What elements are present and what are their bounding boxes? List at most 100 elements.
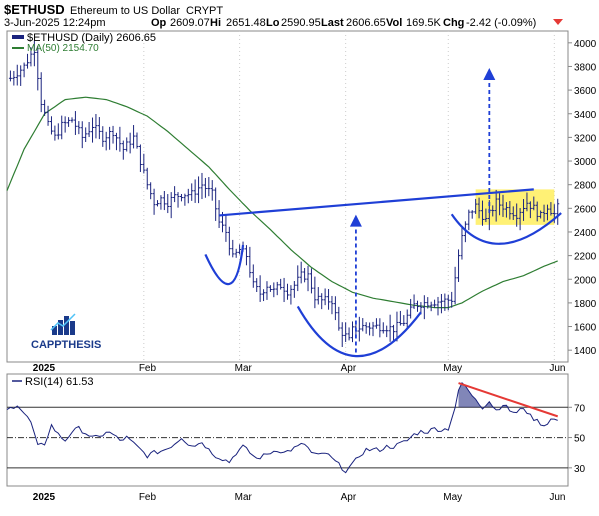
- price-bar: [173, 186, 177, 203]
- date-tick-label: 2025: [33, 492, 56, 503]
- price-bar: [508, 201, 512, 220]
- price-bar: [210, 180, 214, 201]
- price-bar: [504, 202, 508, 218]
- price-bar: [186, 188, 190, 204]
- price-bar: [132, 125, 136, 149]
- breakout-zone-highlight: [475, 189, 555, 225]
- price-bar: [87, 122, 91, 138]
- head-arc: [296, 305, 422, 358]
- price-bar: [429, 301, 433, 312]
- price-bar: [340, 322, 344, 348]
- price-bar: [169, 192, 173, 219]
- volume-value: 169.5K: [406, 17, 442, 29]
- price-bar: [460, 226, 464, 260]
- price-bar: [330, 295, 334, 315]
- instrument-name: Ethereum to US Dollar: [70, 5, 180, 17]
- price-bar: [357, 316, 361, 342]
- price-bar: [118, 126, 122, 152]
- price-bar: [446, 294, 450, 311]
- open-label: Op: [151, 17, 167, 29]
- price-bar: [234, 248, 238, 258]
- price-bar: [433, 299, 437, 308]
- price-bar: [149, 182, 153, 200]
- price-bar: [320, 293, 324, 310]
- price-bar: [398, 310, 402, 326]
- price-bar: [333, 296, 337, 321]
- price-bar: [22, 62, 26, 78]
- rsi-tick-label: 50: [574, 434, 586, 445]
- price-bar: [286, 283, 289, 300]
- date-tick-label: Mar: [235, 363, 253, 374]
- price-bar: [142, 153, 146, 174]
- price-tick-label: 2000: [574, 275, 597, 286]
- date-tick-label: Feb: [139, 492, 157, 503]
- price-tick-label: 3000: [574, 157, 597, 168]
- price-bar: [224, 214, 228, 242]
- price-bar: [491, 205, 495, 217]
- price-bar: [258, 275, 262, 302]
- price-bar: [532, 196, 536, 211]
- price-tick-label: 2600: [574, 204, 597, 215]
- price-bar: [484, 208, 488, 223]
- rsi-legend: RSI(14) 61.53: [25, 376, 93, 388]
- price-bar: [457, 249, 461, 282]
- date-tick-label: 2025: [33, 363, 56, 374]
- price-tick-label: 3800: [574, 62, 597, 73]
- price-bar: [190, 183, 194, 201]
- price-bar: [361, 318, 365, 332]
- price-bar: [272, 282, 276, 298]
- price-bar: [108, 126, 112, 150]
- price-bar: [374, 318, 378, 329]
- price-bar: [275, 281, 279, 296]
- price-bar: [255, 278, 259, 293]
- price-bar: [104, 131, 108, 151]
- price-bar: [344, 322, 348, 342]
- price-bar: [474, 198, 478, 214]
- down-triangle-icon: [553, 19, 563, 25]
- price-bar: [162, 190, 166, 211]
- price-bar: [138, 144, 142, 172]
- price-bar: [43, 99, 47, 116]
- price-bar: [378, 318, 382, 338]
- price-tick-label: 3400: [574, 110, 597, 121]
- price-bar: [415, 300, 419, 312]
- high-value: 2651.48: [226, 17, 266, 29]
- price-bar: [46, 105, 50, 126]
- price-tick-label: 2200: [574, 252, 597, 263]
- low-value: 2590.95: [281, 17, 321, 29]
- price-bar: [125, 137, 129, 152]
- price-bar: [203, 177, 207, 198]
- price-bar: [412, 294, 416, 309]
- price-bar: [77, 121, 81, 135]
- date-axis-labels: 2025 2025 Feb Feb Mar Mar Apr Apr May May Jun Jun: [33, 363, 566, 503]
- high-label: Hi: [210, 17, 221, 29]
- price-bar: [145, 167, 149, 190]
- price-bar: [84, 127, 88, 143]
- price-bar: [128, 132, 132, 154]
- price-bar: [15, 64, 19, 86]
- price-bar: [313, 276, 317, 309]
- price-bar: [299, 261, 303, 284]
- price-bar: [231, 239, 235, 258]
- price-bar: [197, 176, 201, 204]
- price-bar: [67, 117, 71, 127]
- ohlc-quote: Op 2609.07 Hi 2651.48 Lo 2590.95 Last 26…: [151, 17, 536, 29]
- price-legend-swatch-icon: [12, 35, 24, 39]
- price-tick-label: 4000: [574, 39, 597, 50]
- price-bar: [392, 324, 396, 343]
- price-bar: [525, 192, 529, 212]
- price-bar: [207, 177, 211, 197]
- price-bars: [8, 40, 560, 348]
- rsi-panel-frame: [6, 373, 569, 487]
- price-bar: [545, 204, 549, 221]
- price-bar: [135, 132, 139, 149]
- price-bar: [32, 40, 36, 67]
- price-panel: 1400 1600 1800 2000 2200 2400 2600 2800 3000 3200…: [6, 30, 597, 486]
- price-bar: [91, 117, 95, 143]
- price-bar: [36, 45, 40, 91]
- date-tick-label: Mar: [235, 492, 253, 503]
- date-tick-label: Feb: [139, 363, 157, 374]
- price-bar: [515, 203, 519, 227]
- price-bar: [53, 125, 57, 141]
